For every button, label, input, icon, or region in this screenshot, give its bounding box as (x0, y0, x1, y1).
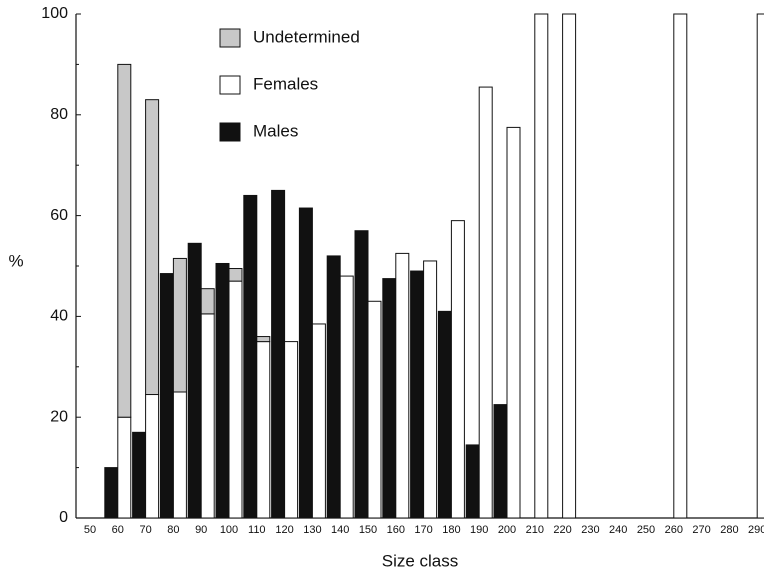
x-tick-label: 290 (748, 524, 764, 536)
bar (410, 270, 425, 519)
y-tick-label: 20 (50, 408, 68, 425)
x-tick-label: 170 (414, 524, 432, 536)
bar (284, 341, 299, 519)
bar (145, 99, 160, 396)
bar (256, 336, 271, 343)
x-tick-label: 180 (442, 524, 460, 536)
bar (256, 341, 271, 519)
bar (271, 189, 286, 519)
bar (117, 63, 132, 418)
bar (132, 431, 147, 519)
x-tick-label: 120 (275, 524, 293, 536)
x-tick-label: 250 (637, 524, 655, 536)
bar (395, 252, 410, 519)
x-tick-label: 230 (581, 524, 599, 536)
bar (187, 242, 202, 519)
bar (172, 391, 187, 519)
bar (159, 273, 174, 519)
bar (228, 280, 243, 519)
y-tick-label: 100 (41, 5, 68, 22)
x-tick-label: 240 (609, 524, 627, 536)
bar (117, 416, 132, 519)
x-tick-label: 260 (665, 524, 683, 536)
x-tick-label: 50 (84, 524, 96, 536)
x-tick-label: 110 (248, 524, 266, 536)
bar (756, 13, 764, 519)
bar (382, 278, 397, 519)
bar (326, 255, 341, 519)
x-tick-label: 70 (139, 524, 151, 536)
legend-label: Females (253, 74, 318, 93)
y-tick-label: 80 (50, 106, 68, 123)
bar (243, 194, 258, 519)
bar (367, 300, 382, 519)
x-tick-label: 140 (331, 524, 349, 536)
legend-swatch (219, 122, 241, 142)
y-axis-label: % (8, 251, 23, 270)
bar (478, 86, 493, 519)
legend-swatch (219, 75, 241, 95)
bar (145, 394, 160, 519)
bar (104, 467, 119, 519)
bar (339, 275, 354, 519)
bar (673, 13, 688, 519)
bar (534, 13, 549, 519)
x-tick-label: 90 (195, 524, 207, 536)
legend-swatch (219, 28, 241, 48)
bar (298, 207, 313, 519)
bar (465, 444, 480, 519)
bar (437, 310, 452, 519)
bar (200, 313, 215, 519)
y-tick-label: 60 (50, 207, 68, 224)
bar (506, 126, 521, 519)
x-tick-label: 100 (220, 524, 238, 536)
x-tick-label: 130 (303, 524, 321, 536)
x-tick-label: 190 (470, 524, 488, 536)
bar (493, 404, 508, 519)
x-axis-label: Size class (382, 551, 459, 570)
legend-label: Males (253, 121, 298, 140)
x-tick-label: 60 (112, 524, 124, 536)
x-tick-label: 80 (167, 524, 179, 536)
bar (172, 257, 187, 393)
bar (562, 13, 577, 519)
x-tick-label: 270 (692, 524, 710, 536)
bar (450, 220, 465, 519)
x-tick-label: 280 (720, 524, 738, 536)
y-tick-label: 0 (59, 509, 68, 526)
bar (215, 262, 230, 519)
legend-label: Undetermined (253, 27, 360, 46)
bar (354, 230, 369, 519)
bar (200, 288, 215, 315)
bar (311, 323, 326, 519)
bar (228, 268, 243, 282)
x-tick-label: 220 (553, 524, 571, 536)
x-tick-label: 210 (526, 524, 544, 536)
x-tick-label: 200 (498, 524, 516, 536)
x-tick-label: 160 (387, 524, 405, 536)
x-tick-label: 150 (359, 524, 377, 536)
bar (423, 260, 438, 519)
y-tick-label: 40 (50, 308, 68, 325)
